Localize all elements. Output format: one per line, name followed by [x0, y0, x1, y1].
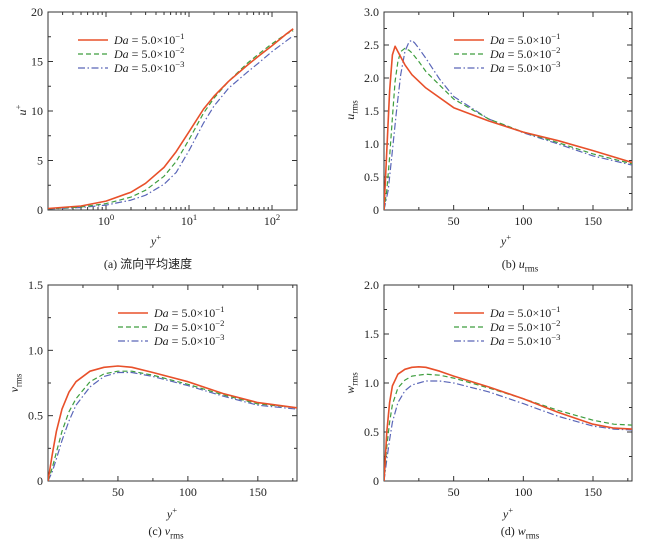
x-tick-label: 150 — [584, 214, 602, 228]
y-axis-label: u+ — [13, 104, 29, 115]
y-tick-label: 15 — [31, 55, 43, 69]
panel-caption: (b) urms — [502, 257, 539, 274]
x-tick-label: 100 — [179, 485, 197, 499]
legend-label: Da = 5.0×10−3 — [113, 59, 184, 75]
y-tick-label: 0 — [37, 203, 43, 217]
x-axis-label: y+ — [500, 232, 511, 248]
y-tick-label: 1.5 — [28, 278, 43, 292]
legend-label: Da = 5.0×10−2 — [113, 45, 184, 61]
x-tick-label: 50 — [112, 485, 124, 499]
y-tick-label: 2.5 — [364, 38, 379, 52]
panel-caption: (d) wrms — [501, 524, 540, 541]
series-line-dashed — [48, 30, 294, 210]
legend-label: Da = 5.0×10−1 — [113, 31, 184, 47]
y-tick-label: 1.0 — [364, 137, 379, 151]
legend-label: Da = 5.0×10−3 — [489, 59, 560, 75]
series-line-solid — [384, 45, 632, 210]
x-axis-label: y+ — [166, 505, 177, 521]
y-tick-label: 5 — [37, 154, 43, 168]
series-line-dashed — [384, 373, 632, 481]
legend-label: Da = 5.0×10−3 — [153, 332, 224, 348]
y-tick-label: 1.0 — [364, 376, 379, 390]
x-tick-label: 100 — [98, 212, 114, 228]
x-tick-label: 100 — [514, 485, 532, 499]
y-tick-label: 0 — [373, 474, 379, 488]
x-axis-label: y+ — [502, 505, 513, 521]
panel-b: 0 0.5 1.0 1.5 2.0 2.5 3.0 50 100 150 Da = 5.0×10−1… — [343, 5, 633, 274]
x-tick-label: 150 — [584, 485, 602, 499]
series-line-solid — [48, 28, 294, 210]
y-tick-label: 1.0 — [28, 343, 43, 357]
y-tick-label: 3.0 — [364, 5, 379, 19]
series-line-dashdot — [48, 35, 294, 210]
legend-label: Da = 5.0×10−1 — [489, 31, 560, 47]
y-tick-label: 2.0 — [364, 278, 379, 292]
x-tick-label: 50 — [448, 485, 460, 499]
y-tick-label: 1.5 — [364, 104, 379, 118]
series-line-solid — [48, 365, 297, 481]
y-tick-label: 1.5 — [364, 327, 379, 341]
x-tick-label: 150 — [249, 485, 267, 499]
legend-label: Da = 5.0×10−1 — [153, 304, 224, 320]
series-line-dashdot — [384, 380, 632, 481]
x-tick-label: 101 — [181, 212, 197, 228]
x-tick-label: 50 — [448, 214, 460, 228]
y-tick-label: 10 — [31, 104, 43, 118]
x-axis-label: y+ — [150, 232, 161, 248]
x-tick-label: 100 — [514, 214, 532, 228]
y-tick-label: 0 — [373, 203, 379, 217]
y-tick-label: 2.0 — [364, 71, 379, 85]
y-axis-label: vrms — [7, 373, 24, 392]
legend-label: Da = 5.0×10−1 — [489, 304, 560, 320]
legend-label: Da = 5.0×10−2 — [489, 45, 560, 61]
series-line-dashed — [384, 47, 632, 210]
panel-caption: (a) 流向平均速度 — [104, 256, 192, 271]
series-line-dashed — [48, 370, 297, 481]
legend-label: Da = 5.0×10−3 — [489, 332, 560, 348]
series-line-solid — [384, 365, 632, 481]
y-axis-label: wrms — [343, 372, 360, 394]
legend-label: Da = 5.0×10−2 — [153, 318, 224, 334]
panel-caption: (c) vrms — [148, 524, 184, 541]
y-tick-label: 0.5 — [364, 170, 379, 184]
y-tick-label: 0.5 — [28, 409, 43, 423]
y-tick-label: 20 — [31, 5, 43, 19]
legend-label: Da = 5.0×10−2 — [489, 318, 560, 334]
series-line-dashdot — [48, 371, 297, 481]
x-tick-label: 102 — [264, 212, 280, 228]
y-axis-label: urms — [343, 100, 360, 120]
series-line-dashdot — [384, 39, 632, 210]
y-tick-label: 0.5 — [364, 425, 379, 439]
y-tick-label: 0 — [37, 474, 43, 488]
